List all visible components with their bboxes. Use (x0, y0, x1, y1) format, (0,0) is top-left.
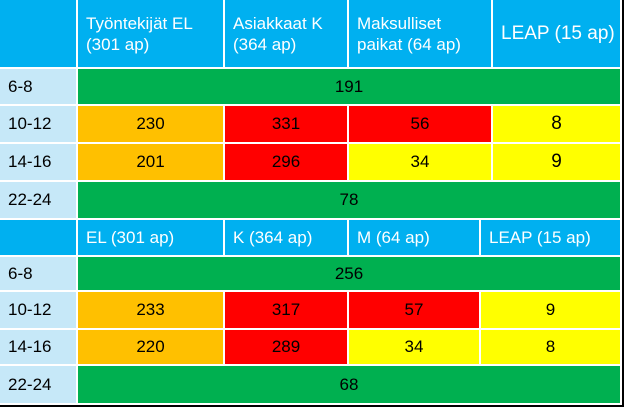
table1-header-corner (0, 0, 78, 69)
el-value-cell: 201 (78, 144, 225, 182)
time-label: 10-12 (0, 106, 78, 144)
table1-header-leap: LEAP (15 ap) (493, 0, 622, 69)
m-value-cell: 57 (349, 292, 481, 330)
el-value-cell: 220 (78, 330, 225, 366)
k-value-cell: 289 (225, 330, 349, 366)
table1-header-m: Maksulliset paikat (64 ap) (349, 0, 493, 69)
m-value-cell: 34 (349, 330, 481, 366)
time-label: 14-16 (0, 144, 78, 182)
m-value-cell: 56 (349, 106, 493, 144)
time-label: 14-16 (0, 330, 78, 366)
el-value-cell: 233 (78, 292, 225, 330)
merged-value-cell: 68 (78, 366, 622, 405)
m-value-cell: 34 (349, 144, 493, 182)
table1-header-row: Työntekijät EL (301 ap) Asiakkaat K (364… (0, 0, 622, 69)
leap-value-cell: 8 (493, 106, 622, 144)
time-label: 6-8 (0, 257, 78, 292)
table1-row-22-24: 22-24 78 (0, 182, 622, 220)
table2-header-m: M (64 ap) (349, 220, 481, 257)
table2-header-el: EL (301 ap) (78, 220, 225, 257)
table1-row-6-8: 6-8 191 (0, 69, 622, 106)
time-label: 22-24 (0, 366, 78, 405)
table1-header-k: Asiakkaat K (364 ap) (225, 0, 349, 69)
time-label: 6-8 (0, 69, 78, 106)
table2-header-leap: LEAP (15 ap) (481, 220, 622, 257)
table2-row-14-16: 14-16 220 289 34 8 (0, 330, 622, 366)
table2-row-22-24: 22-24 68 (0, 366, 622, 405)
table2-header-row: EL (301 ap) K (364 ap) M (64 ap) LEAP (1… (0, 220, 622, 257)
k-value-cell: 331 (225, 106, 349, 144)
table1-row-10-12: 10-12 230 331 56 8 (0, 106, 622, 144)
merged-value-cell: 78 (78, 182, 622, 220)
time-label: 22-24 (0, 182, 78, 220)
table2-row-10-12: 10-12 233 317 57 9 (0, 292, 622, 330)
table2-header-corner (0, 220, 78, 257)
leap-value-cell: 9 (493, 144, 622, 182)
leap-value-cell: 9 (481, 292, 622, 330)
table2-header-k: K (364 ap) (225, 220, 349, 257)
k-value-cell: 296 (225, 144, 349, 182)
k-value-cell: 317 (225, 292, 349, 330)
time-label: 10-12 (0, 292, 78, 330)
table1-row-14-16: 14-16 201 296 34 9 (0, 144, 622, 182)
merged-value-cell: 191 (78, 69, 622, 106)
leap-value-cell: 8 (481, 330, 622, 366)
merged-value-cell: 256 (78, 257, 622, 292)
table1-header-el: Työntekijät EL (301 ap) (78, 0, 225, 69)
el-value-cell: 230 (78, 106, 225, 144)
table2-row-6-8: 6-8 256 (0, 257, 622, 292)
